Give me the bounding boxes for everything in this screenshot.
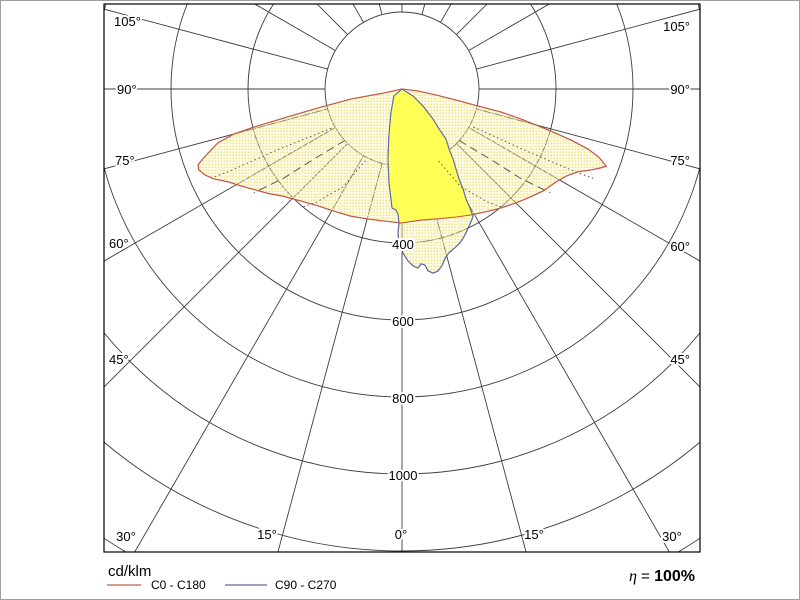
angle-label-right-105: 105° xyxy=(663,19,690,34)
angle-label-left-105: 105° xyxy=(114,14,141,29)
angle-label-bottom-0: 0° xyxy=(395,527,407,542)
angle-label-right-60: 60° xyxy=(670,239,690,254)
grid-spoke--165 xyxy=(378,4,383,15)
grid-spoke-135 xyxy=(456,4,488,35)
eta-equals: = xyxy=(637,568,654,585)
curve-overlap-region xyxy=(388,89,473,223)
angle-label-bottom-30r: 30° xyxy=(662,529,682,544)
grid-spoke--30 xyxy=(134,155,364,552)
angle-label-left-45: 45° xyxy=(109,352,129,367)
grid-spoke--135 xyxy=(316,4,348,35)
radial-label-600: 600 xyxy=(392,314,414,329)
eta-value: 100% xyxy=(654,568,695,585)
legend-label-c0-c180: C0 - C180 xyxy=(151,578,206,592)
angle-label-left-90: 90° xyxy=(117,82,137,97)
angle-label-right-75: 75° xyxy=(670,153,690,168)
eta-symbol: η xyxy=(629,568,637,585)
grid-spoke-120 xyxy=(468,4,551,51)
radial-label-800: 800 xyxy=(392,391,414,406)
grid-spoke-105 xyxy=(476,8,700,70)
angle-label-left-75: 75° xyxy=(115,153,135,168)
angle-label-right-45: 45° xyxy=(670,352,690,367)
efficiency-label: η = 100% xyxy=(629,568,695,585)
angle-label-left-60: 60° xyxy=(109,236,129,251)
radial-label-400: 400 xyxy=(392,237,414,252)
unit-label: cd/klm xyxy=(108,563,151,580)
grid-spoke-75 xyxy=(476,108,700,170)
legend: cd/klm C0 - C180 C90 - C270 xyxy=(106,561,339,594)
radial-label-1000: 1000 xyxy=(389,468,418,483)
interior-guide-1 xyxy=(253,140,346,194)
plot-frame xyxy=(103,3,701,553)
angle-label-bottom-30l: 30° xyxy=(116,529,136,544)
curve-c0-c180-outline xyxy=(197,88,608,224)
angle-label-right-90: 90° xyxy=(670,82,690,97)
angle-label-bottom-15r: 15° xyxy=(524,527,544,542)
grid-spoke--45 xyxy=(104,143,348,388)
curve-c90-c270-outline xyxy=(387,88,474,274)
grid-spoke--15 xyxy=(277,163,383,552)
interior-guide-4 xyxy=(458,140,551,194)
grid-spoke--120 xyxy=(253,4,336,51)
grid-spoke--105 xyxy=(104,8,328,70)
grid-spoke-165 xyxy=(421,4,426,15)
angle-label-bottom-15l: 15° xyxy=(257,527,277,542)
legend-label-c90-c270: C90 - C270 xyxy=(275,578,337,592)
grid-spoke-30 xyxy=(440,155,670,552)
interior-guide-3 xyxy=(473,126,595,179)
interior-guide-0 xyxy=(209,127,332,179)
